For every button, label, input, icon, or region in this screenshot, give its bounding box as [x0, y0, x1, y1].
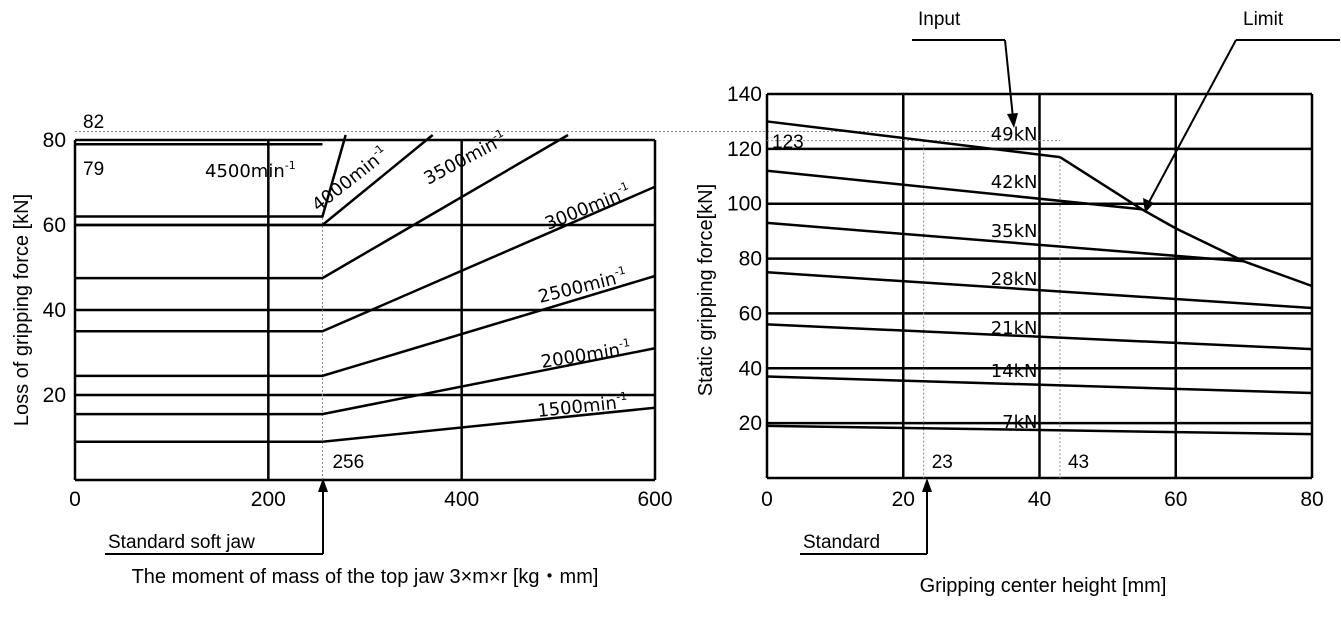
annotation-123: 123	[772, 132, 804, 153]
curve-label: 49kN	[991, 124, 1038, 145]
limit-arrowhead	[1143, 198, 1154, 213]
annotation-standard-soft-jaw: Standard soft jaw	[108, 532, 255, 553]
series-line	[75, 347, 656, 416]
x-tick-label: 0	[761, 488, 773, 511]
annotation-standard: Standard	[803, 532, 880, 553]
x-tick-label: 40	[1028, 488, 1051, 511]
series-line	[766, 169, 1142, 211]
standard-arrowhead	[922, 478, 932, 492]
curve-label: 3000min-1	[541, 179, 634, 234]
curve-label: 21kN	[991, 318, 1038, 339]
curve-label: 42kN	[991, 172, 1038, 193]
x-tick-label: 60	[1164, 488, 1187, 511]
curve-label: 7kN	[1002, 412, 1037, 433]
annotation-23: 23	[932, 452, 953, 473]
x-axis-title: The moment of mass of the top jaw 3×m×r …	[132, 566, 599, 588]
y-tick-label: 40	[739, 357, 762, 380]
input-pointer	[1004, 39, 1014, 119]
input-arrowhead	[1007, 113, 1018, 128]
y-tick-label: 100	[727, 193, 762, 216]
series-line	[75, 185, 656, 333]
series-line	[766, 323, 1313, 351]
series-line	[75, 133, 569, 280]
annotation-input: Input	[918, 9, 961, 30]
x-axis-title: Gripping center height [mm]	[920, 575, 1167, 597]
y-axis-title: Static gripping force[kN]	[695, 184, 717, 396]
annotation-43: 43	[1068, 452, 1089, 473]
x-tick-label: 20	[892, 488, 915, 511]
curve-label: 35kN	[991, 221, 1038, 242]
y-tick-label: 140	[727, 83, 762, 106]
annotation-79: 79	[83, 159, 104, 180]
y-tick-label: 40	[43, 299, 66, 322]
series-line	[766, 221, 1244, 263]
series-line	[75, 274, 656, 378]
y-tick-label: 80	[43, 129, 66, 152]
series-line	[766, 375, 1313, 395]
series-line	[75, 406, 656, 443]
y-tick-label: 60	[739, 302, 762, 325]
y-tick-label: 120	[727, 138, 762, 161]
annotation-82: 82	[83, 112, 104, 133]
y-tick-label: 20	[739, 412, 762, 435]
y-tick-label: 60	[43, 214, 66, 237]
series-line	[75, 134, 434, 227]
series-line	[1059, 156, 1313, 288]
x-tick-label: 600	[637, 488, 672, 511]
x-tick-label: 400	[444, 488, 479, 511]
annotation-limit: Limit	[1243, 9, 1284, 30]
series-line	[766, 271, 1313, 310]
pointer-arrowhead	[318, 478, 328, 492]
curve-label: 14kN	[991, 361, 1038, 382]
y-tick-label: 80	[739, 248, 762, 271]
curve-label: 2500min-1	[536, 264, 630, 308]
curve-label: 4500min-1	[205, 159, 296, 182]
curve-label: 28kN	[991, 269, 1038, 290]
x-tick-label: 0	[69, 488, 81, 511]
series-line	[766, 424, 1313, 436]
limit-pointer	[1147, 39, 1237, 205]
y-axis-title: Loss of gripping force [kN]	[11, 194, 33, 426]
x-tick-label: 80	[1300, 488, 1323, 511]
series-line	[766, 120, 1061, 159]
y-tick-label: 20	[43, 384, 66, 407]
annotation-256: 256	[332, 452, 364, 473]
x-tick-label: 200	[251, 488, 286, 511]
curve-label: 2000min-1	[539, 336, 632, 373]
right-chart: 0 20 40 60 80 20 40 60 80 100 120 140 49kN 42kN 35kN 28…	[695, 9, 1340, 597]
series-line	[75, 134, 347, 218]
